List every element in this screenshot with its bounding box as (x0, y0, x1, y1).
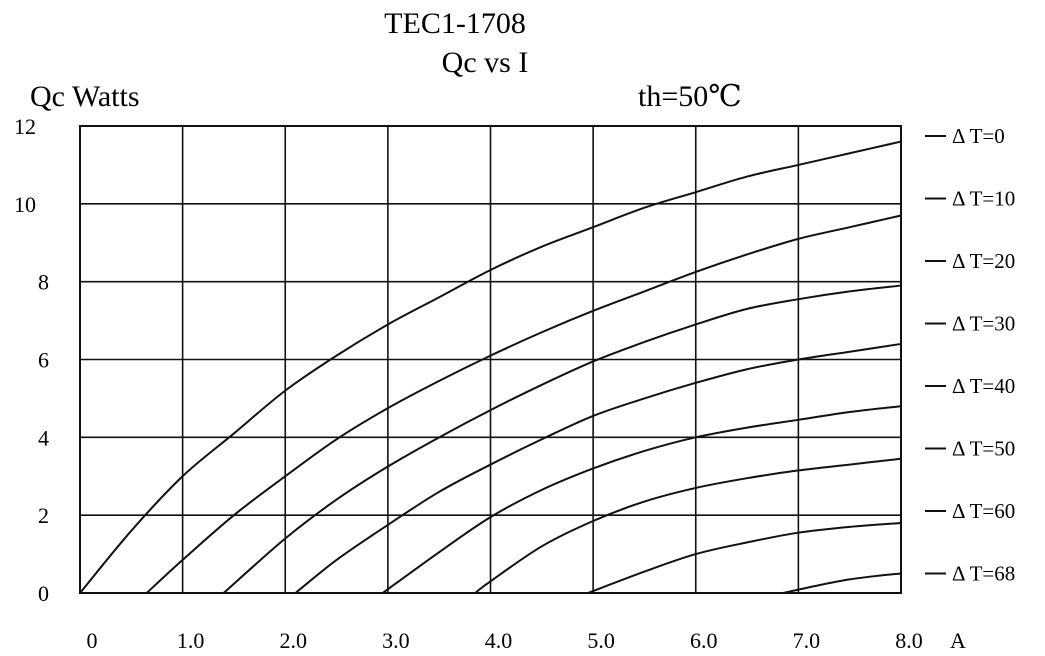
series-curve-dt-1 (147, 216, 901, 593)
chart-subtitle: Qc vs I (442, 46, 529, 79)
chart-title: TEC1-1708 (384, 7, 526, 40)
y-tick-label: 12 (14, 114, 36, 139)
grid-lines (80, 126, 901, 593)
legend-entry: Δ T=68 (952, 562, 1015, 586)
legend-entry: Δ T=0 (952, 124, 1005, 148)
y-tick-label: 8 (38, 270, 49, 295)
y-axis-label: Qc Watts (30, 80, 140, 113)
condition-label: th=50℃ (638, 80, 742, 113)
x-tick-label: 8.0 (895, 628, 923, 653)
legend-entry: Δ T=10 (952, 187, 1015, 211)
y-tick-labels: 0 2 4 6 8 10 12 (14, 114, 49, 606)
x-tick-labels: 0 1.0 2.0 3.0 4.0 5.0 6.0 7.0 8.0 (87, 628, 923, 653)
series-curve-dt-7 (783, 574, 901, 593)
x-tick-label: 2.0 (280, 628, 308, 653)
x-tick-label: 7.0 (793, 628, 821, 653)
x-tick-label: 5.0 (587, 628, 615, 653)
legend-entry: Δ T=20 (952, 249, 1015, 273)
x-tick-label: 3.0 (382, 628, 410, 653)
series-curve-dt-4 (383, 406, 901, 593)
series-curve-dt-6 (588, 523, 901, 593)
legend-entry: Δ T=60 (952, 499, 1015, 523)
series-curve-dt-5 (475, 459, 901, 593)
legend-entry: Δ T=30 (952, 312, 1015, 336)
y-tick-label: 0 (38, 581, 49, 606)
y-tick-label: 6 (38, 348, 49, 373)
legend-entry: Δ T=50 (952, 437, 1015, 461)
x-tick-label: 0 (87, 628, 98, 653)
x-tick-label: 1.0 (177, 628, 205, 653)
legend-entry: Δ T=40 (952, 374, 1015, 398)
y-tick-label: 10 (14, 192, 36, 217)
y-tick-label: 2 (38, 503, 49, 528)
y-tick-label: 4 (38, 425, 49, 450)
x-tick-label: 6.0 (690, 628, 718, 653)
x-tick-label: 4.0 (485, 628, 513, 653)
x-axis-unit-label: A (950, 628, 966, 653)
legend: Δ T=0 Δ T=10 Δ T=20 Δ T=30 Δ T=40 Δ T=50 Δ T=6… (925, 124, 1015, 586)
series-curve-dt-2 (224, 286, 901, 593)
